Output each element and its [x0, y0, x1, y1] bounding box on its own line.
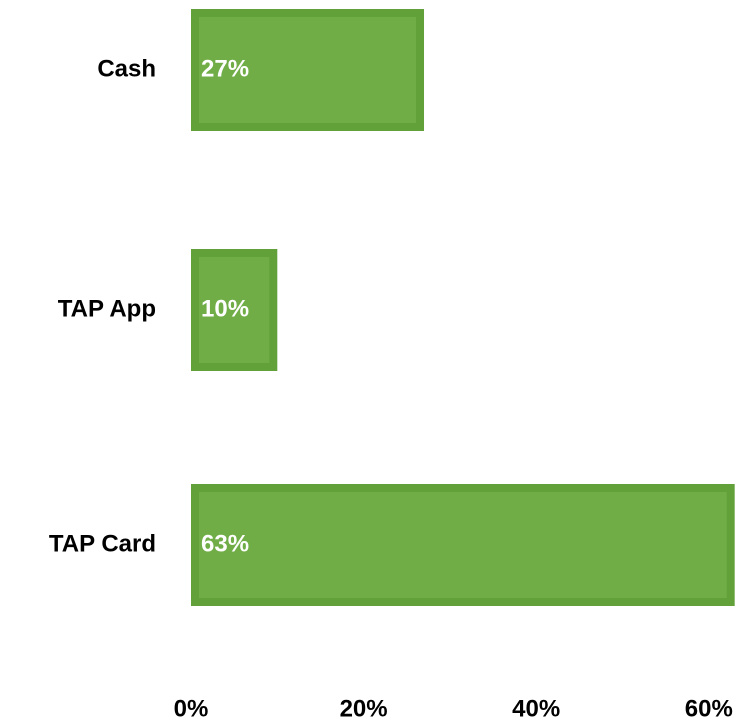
- x-tick-label: 0%: [174, 695, 209, 718]
- y-tick-label: TAP Card: [49, 530, 156, 557]
- data-label: 10%: [201, 295, 249, 322]
- data-label: 63%: [201, 530, 249, 557]
- bar: [191, 9, 425, 131]
- y-tick-label: Cash: [97, 55, 156, 82]
- data-label: 27%: [201, 55, 249, 82]
- x-tick-label: 20%: [340, 695, 388, 718]
- y-tick-label: TAP App: [58, 295, 156, 322]
- x-tick-label: 60%: [685, 695, 733, 718]
- x-tick-label: 40%: [512, 695, 560, 718]
- bar: [191, 249, 278, 371]
- bar: [191, 484, 735, 606]
